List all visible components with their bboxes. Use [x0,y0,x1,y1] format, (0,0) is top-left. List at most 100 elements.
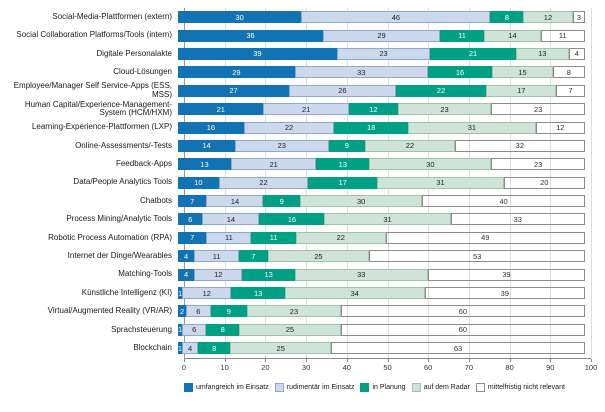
axis-tick-label: 80 [505,363,514,372]
category-label: Robotic Process Automation (RPA) [48,232,172,242]
chart-row: Human Capital/Experience-Manage­ment-Sys… [0,100,591,118]
gridline [509,8,511,358]
category-label: Social-Media-Plattformen (extern) [52,11,172,21]
segment-in-planung: 7 [239,250,268,263]
gridline [550,8,552,358]
chart-row: Künstliche Intelligenz (KI) 1 12 13 34 39 [0,284,591,302]
stacked-bar: 1 6 8 25 60 [177,323,585,336]
segment-rudimentaer-im-einsatz: 23 [234,139,329,152]
segment-auf-dem-radar: 34 [284,287,425,300]
segment-auf-dem-radar: 25 [230,342,332,355]
segment-rudimentaer-im-einsatz: 23 [336,47,431,60]
chart-legend: umfangreich im Einsatz rudimentär im Eins… [184,383,603,392]
segment-mittelfristig-nicht-relevant: 60 [340,305,585,318]
segment-in-planung: 13 [242,268,295,281]
legend-label: in Planung [372,384,406,391]
segment-auf-dem-radar: 22 [296,231,386,244]
chart-row: Feedback-Apps 13 21 13 30 23 [0,155,591,173]
segment-umfangreich-im-einsatz: 21 [178,103,264,116]
segment-umfangreich-im-einsatz: 29 [178,66,295,79]
segment-umfangreich-im-einsatz: 6 [178,213,203,226]
category-label: Process Mining/Analytic Tools [66,214,172,224]
category-label: Sprachsteuerung [111,324,172,334]
axis-tick-label: 30 [301,363,311,372]
segment-umfangreich-im-einsatz: 1 [177,323,183,336]
segment-auf-dem-radar: 22 [365,139,455,152]
legend-item-rudimentaer-im-einsatz: rudimentär im Einsatz [274,383,354,392]
segment-rudimentaer-im-einsatz: 26 [289,84,396,97]
legend-swatch [184,383,193,392]
segment-in-planung: 8 [490,11,524,24]
legend-label: mittelfristig nicht relevant [487,384,565,391]
category-label: Matching-Tools [118,269,172,279]
axis-tick-label: 50 [383,363,392,372]
segment-mittelfristig-nicht-relevant: 63 [331,342,585,355]
segment-umfangreich-im-einsatz: 39 [178,47,337,60]
axis-tick-label: 10 [220,363,229,372]
legend-label: auf dem Radar [423,384,470,391]
segment-mittelfristig-nicht-relevant: 4 [568,47,585,60]
segment-rudimentaer-im-einsatz: 33 [294,66,428,79]
category-label: Cloud-Lösungen [113,67,172,77]
segment-in-planung: 16 [427,66,493,79]
chart-row: Internet der Dinge/Wearables 4 11 7 25 53 [0,247,591,265]
axis-tick [224,359,226,362]
category-label: Blockchain [133,342,172,352]
category-label: Online-Assessments/-Tests [75,140,172,150]
segment-umfangreich-im-einsatz: 4 [178,250,195,263]
legend-item-umfangreich-im-einsatz: umfangreich im Einsatz [184,383,269,392]
stacked-bar: 21 21 12 23 23 [178,103,585,116]
segment-auf-dem-radar: 17 [486,84,557,97]
segment-auf-dem-radar: 13 [515,47,569,60]
axis-tick [306,359,308,362]
segment-mittelfristig-nicht-relevant: 39 [427,268,585,281]
segment-auf-dem-radar: 31 [377,176,504,189]
segment-in-planung: 12 [348,103,398,116]
stacked-bar: 27 26 22 17 7 [178,84,585,97]
segment-umfangreich-im-einsatz: 10 [178,176,219,189]
segment-in-planung: 16 [259,213,325,226]
segment-umfangreich-im-einsatz: 7 [178,195,207,208]
stacked-bar: 29 33 16 15 8 [178,66,585,79]
chart-row: Social-Media-Plattformen (extern) 30 46 8 12… [0,8,591,26]
chart-row: Sprachsteuerung 1 6 8 25 60 [0,321,591,339]
category-label: Feedback-Apps [115,159,172,169]
segment-mittelfristig-nicht-relevant: 7 [556,84,585,97]
legend-label: umfangreich im Einsatz [196,384,269,391]
category-label: Künstliche Intelligenz (KI) [81,287,172,297]
segment-mittelfristig-nicht-relevant: 8 [552,66,585,79]
segment-mittelfristig-nicht-relevant: 60 [340,323,585,336]
stacked-bar: 7 11 11 22 49 [178,231,585,244]
segment-rudimentaer-im-einsatz: 14 [202,213,260,226]
legend-swatch [475,383,485,392]
segment-rudimentaer-im-einsatz: 11 [206,231,252,244]
stacked-bar: 14 23 9 22 32 [178,139,585,152]
segment-umfangreich-im-einsatz: 1 [177,342,183,355]
legend-swatch [360,383,370,392]
segment-rudimentaer-im-einsatz: 46 [301,11,491,24]
segment-umfangreich-im-einsatz: 16 [178,121,244,134]
legend-swatch [411,383,421,392]
category-label: Internet der Dinge/Wearables [67,250,172,260]
segment-rudimentaer-im-einsatz: 4 [182,342,199,355]
legend-swatch [274,383,284,392]
segment-in-planung: 9 [263,195,301,208]
chart-row: Chatbots 7 14 9 30 40 [0,192,591,210]
segment-auf-dem-radar: 15 [492,66,553,79]
segment-auf-dem-radar: 23 [397,103,492,116]
segment-auf-dem-radar: 31 [408,121,536,134]
segment-umfangreich-im-einsatz: 2 [178,305,187,318]
segment-auf-dem-radar: 33 [294,268,428,281]
segment-in-planung: 9 [210,305,248,318]
segment-umfangreich-im-einsatz: 27 [178,84,289,97]
segment-auf-dem-radar: 25 [239,323,341,336]
category-label: Learning-Experience-Plattformen (LXP) [31,122,172,132]
stacked-bar: 39 23 21 13 4 [178,47,585,60]
segment-auf-dem-radar: 14 [484,29,541,42]
axis-tick-label: 100 [584,363,598,372]
segment-mittelfristig-nicht-relevant: 20 [503,176,585,189]
chart-row: Virtual/Augmented Reality (VR/AR) 2 6 9 23 60 [0,302,591,320]
stacked-bar: 13 21 13 30 23 [178,158,585,171]
segment-umfangreich-im-einsatz: 36 [178,29,324,42]
